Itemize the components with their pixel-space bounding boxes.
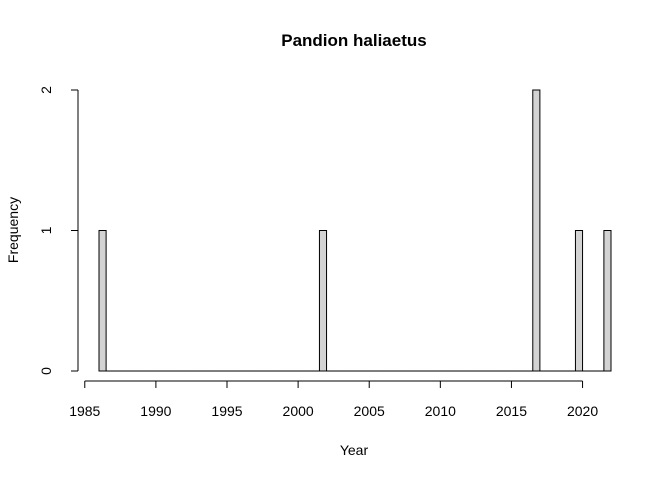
histogram-bar: [532, 89, 541, 372]
histogram-bar: [603, 230, 612, 372]
histogram-bar: [98, 230, 107, 372]
x-tick-label: 2000: [283, 403, 314, 419]
x-axis-label: Year: [340, 442, 369, 458]
histogram-bar: [318, 230, 328, 372]
y-tick-label: 2: [38, 86, 54, 94]
y-axis: 0 1 2: [38, 86, 79, 375]
y-tick-label: 1: [38, 226, 54, 234]
x-tick-label: 1995: [211, 403, 242, 419]
x-axis: 1985 1990 1995 2000 2005 2010 2015 2020: [69, 380, 598, 419]
x-tick-label: 2005: [354, 403, 385, 419]
y-tick-label: 0: [38, 367, 54, 375]
x-tick-label: 2010: [425, 403, 456, 419]
x-tick-label: 1990: [140, 403, 171, 419]
x-tick-label: 1985: [69, 403, 100, 419]
chart-title: Pandion haliaetus: [281, 31, 426, 50]
bars-group: [98, 89, 612, 372]
x-tick-label: 2020: [567, 403, 598, 419]
y-axis-label: Frequency: [5, 197, 21, 263]
histogram-bar: [574, 230, 584, 372]
x-tick-label: 2015: [496, 403, 527, 419]
